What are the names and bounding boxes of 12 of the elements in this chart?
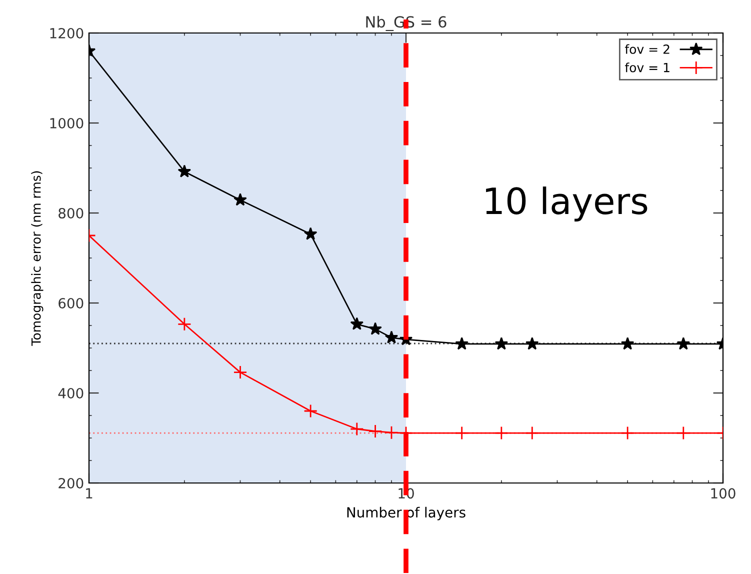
y-tick-label: 1000: [50, 118, 84, 128]
legend-label: fov = 2: [624, 44, 670, 54]
y-tick-label: 1200: [50, 28, 84, 38]
x-tick-label: 100: [711, 488, 736, 499]
legend-label: fov = 1: [624, 62, 670, 72]
x-tick-label: 1: [86, 488, 92, 498]
y-tick-label: 200: [58, 478, 84, 488]
y-tick-label: 800: [58, 208, 84, 218]
y-tick-label: 400: [58, 388, 84, 398]
y-tick-label: 600: [58, 298, 84, 308]
annotation: 10 layers: [486, 186, 648, 222]
y-axis-title: Tomographic error (nm rms): [31, 171, 44, 346]
